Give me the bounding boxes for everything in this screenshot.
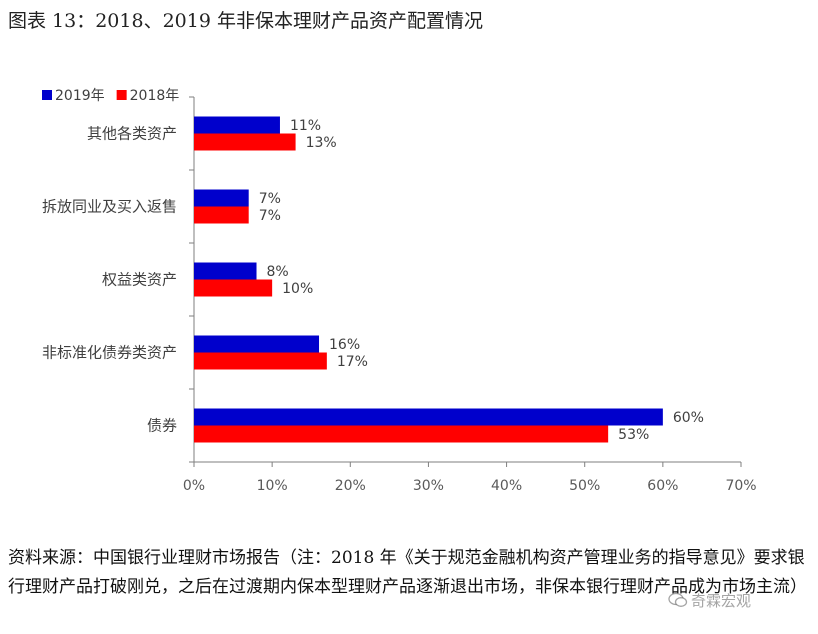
bar-2018年: [194, 425, 609, 443]
data-label: 7%: [259, 208, 281, 224]
data-label: 11%: [290, 118, 321, 134]
y-category-label: 拆放同业及买入返售: [42, 198, 177, 216]
wechat-icon: [668, 592, 688, 612]
y-category-label: 权益类资产: [102, 271, 177, 289]
source-note: 资料来源：中国银行业理财市场报告（注：2018 年《关于规范金融机构资产管理业务…: [8, 548, 807, 597]
bar-2018年: [194, 279, 273, 297]
data-label: 8%: [267, 264, 289, 280]
x-tick-label: 60%: [647, 478, 678, 494]
data-label: 16%: [329, 337, 360, 353]
data-label: 13%: [306, 135, 337, 151]
bar-2019年: [194, 189, 249, 207]
y-category-label: 债券: [147, 417, 177, 435]
chart-title: 图表 13：2018、2019 年非保本理财产品资产配置情况: [8, 10, 483, 32]
data-label: 7%: [259, 191, 281, 207]
x-tick-label: 70%: [725, 478, 756, 494]
data-label: 10%: [282, 281, 313, 297]
legend-swatch: [42, 90, 52, 100]
bar-2018年: [194, 352, 327, 370]
x-tick-label: 40%: [491, 478, 522, 494]
x-tick-label: 30%: [413, 478, 444, 494]
legend-swatch: [116, 90, 127, 100]
x-tick-label: 50%: [569, 478, 600, 494]
legend-label: 2019年: [55, 88, 105, 104]
bar-2019年: [194, 408, 663, 426]
watermark-text: 奇霖宏观: [691, 592, 752, 610]
watermark: 奇霖宏观: [668, 590, 751, 612]
x-tick-label: 20%: [335, 478, 366, 494]
data-label: 60%: [673, 410, 704, 426]
y-category-label: 其他各类资产: [87, 125, 177, 143]
bar-2019年: [194, 262, 257, 280]
x-tick-label: 10%: [257, 478, 288, 494]
legend-label: 2018年: [130, 88, 180, 104]
y-category-label: 非标准化债券类资产: [42, 344, 177, 362]
bar-2018年: [194, 133, 296, 151]
bar-2019年: [194, 335, 320, 353]
x-tick-label: 0%: [183, 478, 205, 494]
bar-chart: 0% 10% 20% 30% 40% 50% 60% 70% 其他各类资产 11%13% 拆放同业及…: [42, 88, 757, 494]
data-label: 53%: [618, 427, 649, 443]
data-label: 17%: [337, 354, 368, 370]
bar-2019年: [194, 116, 280, 134]
bar-2018年: [194, 206, 249, 224]
